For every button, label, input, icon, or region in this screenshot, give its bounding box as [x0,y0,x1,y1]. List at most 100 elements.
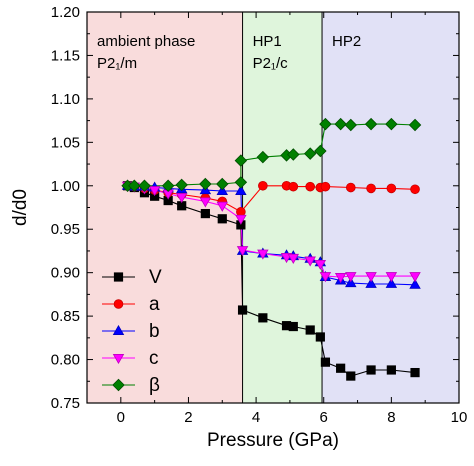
legend-label: b [149,321,160,342]
data-point [258,180,268,191]
data-point [408,118,422,132]
data-point [364,117,378,131]
axes: 0 2 4 6 8 10 0.75 0.80 0.85 0.90 0.95 1.00 1.05 1.10 1… [51,4,468,426]
y-tick-label: 0.75 [51,395,80,412]
data-point [346,371,356,381]
data-point [234,176,248,189]
data-point [256,150,270,164]
y-tick-label: 1.15 [51,47,80,64]
data-point [305,181,316,192]
data-point [366,183,376,194]
y-tick-label: 1.10 [51,91,80,108]
data-point [148,186,161,197]
data-point [237,305,248,315]
region-label: P2₁/m [97,55,137,72]
data-point [345,272,357,283]
phase-region [322,12,459,403]
data-point [234,154,248,167]
data-point [175,193,188,204]
data-point [315,332,325,342]
data-point [386,365,396,375]
data-point [334,117,347,131]
data-point [199,197,212,208]
data-point [385,117,398,131]
data-point [334,273,347,284]
data-point [385,272,398,283]
data-point [409,272,421,283]
y-tick-label: 1.00 [51,178,80,195]
data-point [320,181,331,192]
x-tick-label: 4 [252,409,260,426]
data-point [345,182,356,193]
data-point [200,208,210,219]
legend-marker [112,354,125,365]
data-point [365,277,377,288]
region-label: P2₁/c [253,55,289,72]
data-point [314,260,327,271]
region-label: ambient phase [97,33,195,50]
y-tick-label: 0.95 [51,221,80,238]
data-point [217,214,227,224]
data-point [199,177,212,191]
data-point [175,178,188,192]
x-tick-label: 10 [451,409,468,426]
y-tick-label: 1.05 [51,134,80,151]
data-point [305,325,315,335]
legend-marker [112,324,125,335]
x-tick-label: 8 [387,409,395,426]
data-point [258,313,268,323]
legend-marker [113,272,124,282]
series-markers [121,117,422,381]
data-point [385,277,398,288]
legend-label: β [149,375,160,396]
data-point [235,214,247,225]
data-point [409,278,421,289]
x-axis-title: Pressure (GPa) [207,430,339,451]
data-point [314,144,327,158]
data-point [216,177,229,191]
data-point [319,272,332,283]
data-point [128,179,141,193]
data-point [410,184,420,195]
y-tick-label: 0.85 [51,308,80,325]
data-point [319,117,332,131]
region-label: HP2 [332,33,361,50]
data-point [288,181,299,192]
data-point [288,321,298,332]
data-point [336,363,346,373]
legend-label: a [149,294,160,315]
data-point [287,148,300,161]
legend-label: c [149,348,159,369]
x-tick-label: 2 [184,409,192,426]
x-tick-label: 0 [117,409,125,426]
y-axis-title: d/d0 [10,189,31,226]
data-point [161,179,175,193]
data-point [344,118,358,132]
phase-region [87,12,243,403]
data-point [257,249,269,260]
data-point [366,365,376,375]
y-tick-label: 0.90 [51,265,80,282]
legend-marker [113,299,124,309]
phase-region [242,12,323,403]
phase-regions: ambient phase P2₁/m HP1 P2₁/c HP2 [87,12,459,403]
region-label: HP1 [253,33,282,50]
data-point [287,253,300,264]
legend-label: V [149,267,162,288]
data-point [216,201,229,212]
x-tick-label: 6 [320,409,328,426]
data-point [320,357,331,367]
y-tick-label: 1.20 [51,4,80,21]
data-point [235,184,247,195]
data-point [386,183,397,194]
data-point [345,277,357,288]
data-point [303,147,317,160]
data-point [365,272,377,283]
data-point [410,367,420,378]
data-point [236,246,249,257]
data-point [304,256,316,267]
legend-marker [112,378,125,392]
y-tick-label: 0.80 [51,352,80,369]
